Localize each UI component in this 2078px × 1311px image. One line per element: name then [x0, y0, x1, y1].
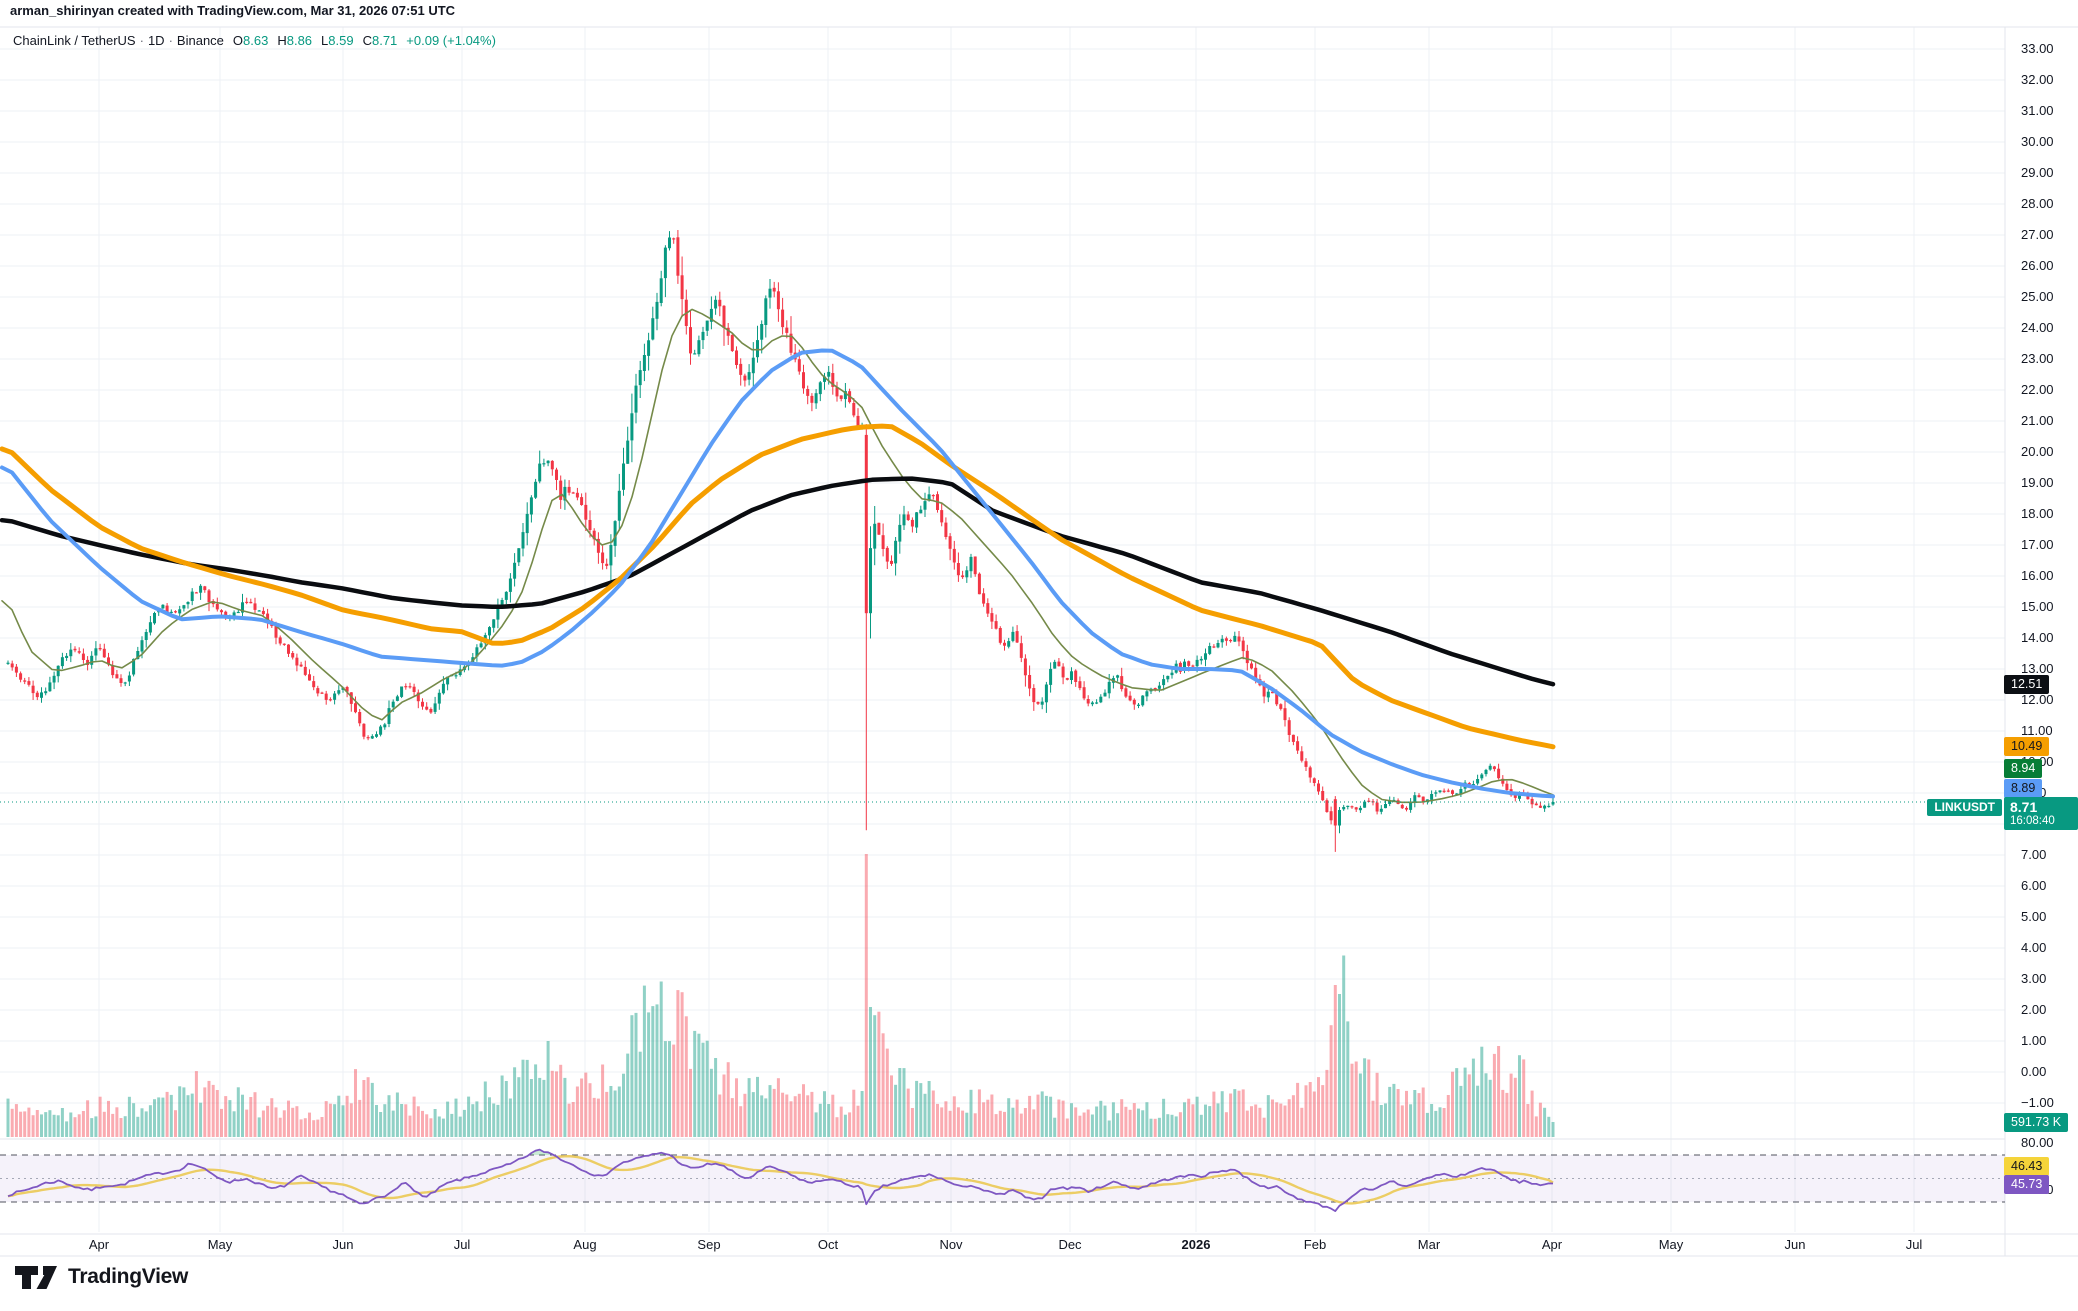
- price-tick-label: 4.00: [2021, 940, 2047, 955]
- chart-legend[interactable]: ChainLink / TetherUS · 1D · Binance O8.63 H8.8…: [13, 33, 496, 48]
- tradingview-logo-icon[interactable]: [14, 1262, 60, 1292]
- price-tick-label: 11.00: [2021, 723, 2053, 738]
- open-value: 8.63: [243, 33, 269, 48]
- time-axis-label: Jul: [1905, 1237, 1923, 1252]
- price-tick-label: 25.00: [2021, 289, 2054, 304]
- price-tick-label: 16.00: [2021, 568, 2054, 583]
- price-tick-label: −1.00: [2021, 1095, 2054, 1110]
- price-tick-label: 6.00: [2021, 878, 2047, 893]
- price-tick-label: 29.00: [2021, 165, 2054, 180]
- close-label: C: [362, 33, 372, 48]
- time-axis-label: Oct: [817, 1237, 839, 1252]
- price-tick-label: 17.00: [2021, 537, 2054, 552]
- ma100-price-badge: 10.49: [2004, 737, 2050, 757]
- time-axis-label: 2026: [1181, 1237, 1211, 1252]
- exchange-label[interactable]: Binance: [176, 33, 224, 48]
- attribution-text: arman_shirinyan created with TradingView…: [10, 3, 456, 18]
- time-axis-label: Jul: [453, 1237, 471, 1252]
- last-price-value: 8.71: [2010, 798, 2038, 815]
- high-label: H: [277, 33, 287, 48]
- volume-value-badge: 591.73 K: [2004, 1112, 2069, 1132]
- price-tick-label: 30.00: [2021, 134, 2054, 149]
- price-tick-label: 32.00: [2021, 72, 2054, 87]
- symbol-title[interactable]: ChainLink / TetherUS: [13, 33, 136, 48]
- time-axis-label: May: [1658, 1237, 1684, 1252]
- symbol-price-label: LINKUSDT: [1927, 798, 2002, 816]
- price-tick-label: 18.00: [2021, 506, 2054, 521]
- rsi-value-badge: 45.73: [2004, 1174, 2050, 1194]
- time-axis-label: Sep: [697, 1237, 721, 1252]
- low-label: L: [321, 33, 329, 48]
- time-axis-label: Jun: [1784, 1237, 1806, 1252]
- price-tick-label: 3.00: [2021, 971, 2047, 986]
- price-tick-label: 12.00: [2021, 692, 2054, 707]
- close-value: 8.71: [371, 33, 398, 48]
- time-axis-label: May: [207, 1237, 233, 1252]
- ma50-price-badge: 8.89: [2004, 779, 2043, 798]
- tradingview-brand-text[interactable]: TradingView: [68, 1265, 189, 1288]
- legend-separator-1: ·: [139, 33, 144, 48]
- time-axis-label: Aug: [573, 1237, 597, 1252]
- price-tick-label: 5.00: [2021, 909, 2047, 924]
- price-tick-label: 2.00: [2021, 1002, 2047, 1017]
- price-tick-label: 22.00: [2021, 382, 2054, 397]
- time-axis-label: Apr: [88, 1237, 110, 1252]
- open-label: O: [232, 33, 244, 48]
- rsi-tick-label: 80.00: [2021, 1135, 2054, 1151]
- price-tick-label: 20.00: [2021, 444, 2054, 459]
- low-value: 8.59: [328, 33, 354, 48]
- high-value: 8.86: [286, 33, 313, 48]
- legend-separator-2: ·: [168, 33, 173, 48]
- change-value: +0.09 (+1.04%): [406, 33, 496, 48]
- price-tick-label: 28.00: [2021, 196, 2054, 211]
- price-tick-label: 21.00: [2021, 413, 2054, 428]
- time-axis-label: Apr: [1541, 1237, 1563, 1252]
- interval-label[interactable]: 1D: [147, 33, 165, 48]
- footer: TradingView: [14, 1262, 188, 1292]
- time-axis-label: Dec: [1058, 1237, 1082, 1252]
- price-tick-label: 13.00: [2021, 661, 2054, 676]
- price-tick-label: 1.00: [2021, 1033, 2047, 1048]
- price-tick-label: 7.00: [2021, 847, 2047, 862]
- time-axis-label: Nov: [939, 1237, 963, 1252]
- price-tick-label: 14.00: [2021, 630, 2054, 645]
- bar-countdown: 16:08:40: [2010, 814, 2055, 827]
- last-price-badge: 8.71 16:08:40: [2004, 796, 2078, 830]
- price-tick-label: 27.00: [2021, 227, 2054, 242]
- time-axis-label: Jun: [332, 1237, 354, 1252]
- ma200-price-badge: 12.51: [2004, 674, 2050, 694]
- price-tick-label: 33.00: [2021, 41, 2054, 56]
- ma-fast-price-badge: 8.94: [2004, 759, 2043, 778]
- rsi-ma-badge: 46.43: [2004, 1156, 2050, 1176]
- price-tick-label: 19.00: [2021, 475, 2054, 490]
- time-axis-label: Mar: [1417, 1237, 1441, 1252]
- price-tick-label: 15.00: [2021, 599, 2054, 614]
- price-tick-label: 26.00: [2021, 258, 2054, 273]
- price-tick-label: 31.00: [2021, 103, 2054, 118]
- price-tick-label: 24.00: [2021, 320, 2054, 335]
- time-axis-label: Feb: [1303, 1237, 1327, 1252]
- price-tick-label: 23.00: [2021, 351, 2054, 366]
- price-tick-label: 0.00: [2021, 1064, 2047, 1079]
